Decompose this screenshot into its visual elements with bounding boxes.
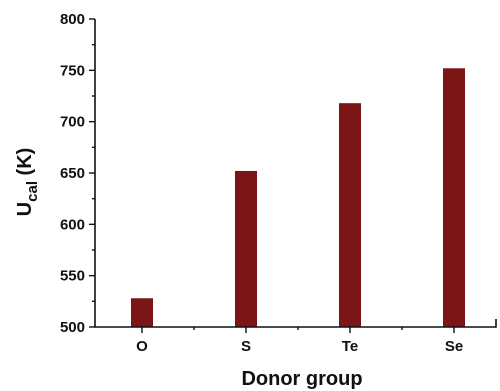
x-axis-ticks: O S Te Se xyxy=(136,327,463,355)
y-tick-label: 550 xyxy=(60,268,85,285)
y-axis-title-unit: (K) xyxy=(14,148,36,181)
plot-frame xyxy=(94,19,497,328)
y-axis-title: Ucal (K) xyxy=(14,148,41,217)
y-tick-label: 700 xyxy=(60,114,85,131)
x-tick-label-te: Te xyxy=(342,338,358,355)
bar-se xyxy=(443,68,465,327)
y-tick-label: 650 xyxy=(60,165,85,182)
y-tick-label: 800 xyxy=(60,11,85,28)
bar-s xyxy=(235,170,257,327)
x-tick-label-se: Se xyxy=(445,338,463,355)
x-axis-title: Donor group xyxy=(241,368,362,390)
y-axis-title-main: U xyxy=(14,202,36,216)
bars xyxy=(131,68,465,327)
y-axis-title-subscript: cal xyxy=(24,181,41,202)
y-axis-ticks: 500 550 600 650 700 750 800 xyxy=(60,11,95,336)
y-tick-label: 750 xyxy=(60,62,85,79)
bar-o xyxy=(131,298,153,327)
x-tick-label-s: S xyxy=(241,338,251,355)
y-tick-label: 600 xyxy=(60,216,85,233)
bar-te xyxy=(339,103,361,327)
y-tick-label: 500 xyxy=(60,319,85,336)
x-tick-label-o: O xyxy=(136,338,148,355)
